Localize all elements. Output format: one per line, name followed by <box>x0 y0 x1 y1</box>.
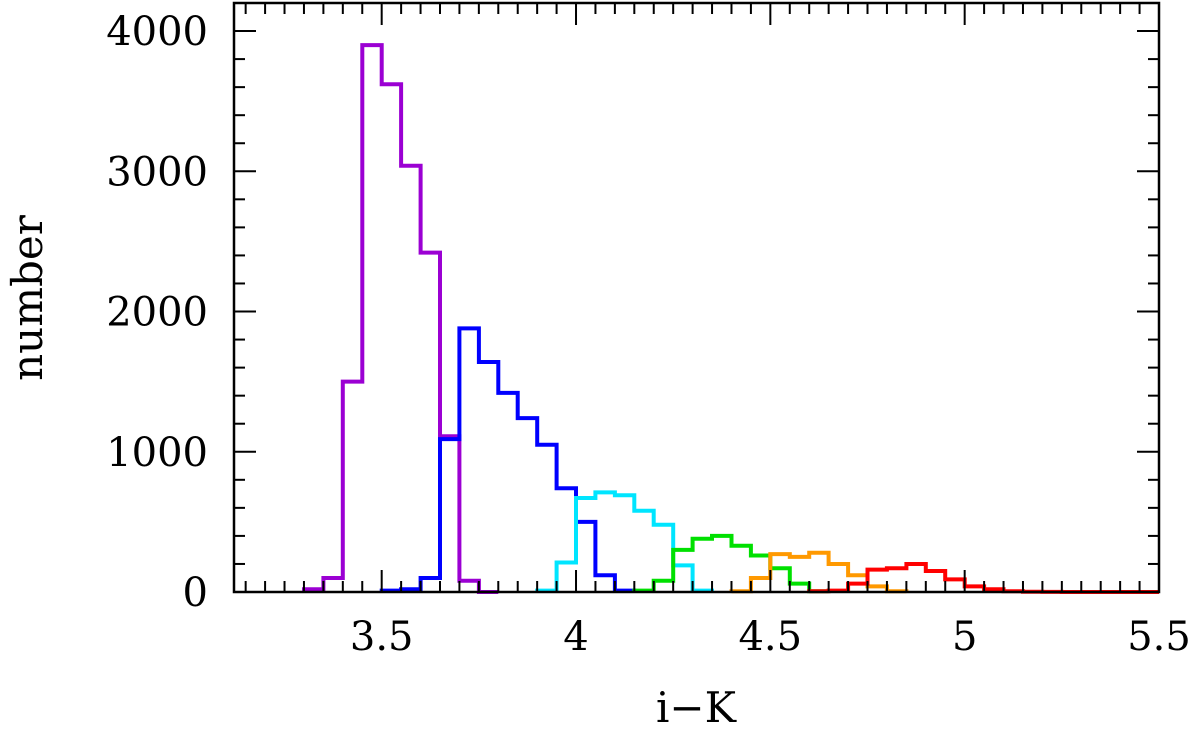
y-tick-label: 0 <box>183 570 208 616</box>
y-axis-title: number <box>3 214 52 381</box>
histogram-series-3 <box>535 490 714 593</box>
x-tick-label: 4.5 <box>738 614 802 660</box>
x-tick-label: 5 <box>952 614 977 660</box>
histogram-series-1 <box>302 43 499 594</box>
x-tick-label: 4 <box>563 614 588 660</box>
x-tick-label: 5.5 <box>1127 614 1191 660</box>
ticks-layer <box>234 2 1159 592</box>
y-tick-label: 3000 <box>106 149 208 195</box>
labels-layer: 3.5 4 4.5 5 5.5 0 1000 2000 3000 4000 <box>106 9 1191 660</box>
y-tick-label: 2000 <box>106 290 208 336</box>
plot-frame <box>232 1 1161 594</box>
histogram-series-4 <box>632 533 831 594</box>
y-tick-label: 4000 <box>106 9 208 55</box>
x-tick-label: 3.5 <box>350 614 414 660</box>
histogram-series-2 <box>379 326 637 593</box>
series-layer <box>302 43 1159 594</box>
y-tick-label: 1000 <box>106 430 208 476</box>
histogram-series-5 <box>729 550 909 594</box>
x-axis-title: i−K <box>656 683 738 732</box>
